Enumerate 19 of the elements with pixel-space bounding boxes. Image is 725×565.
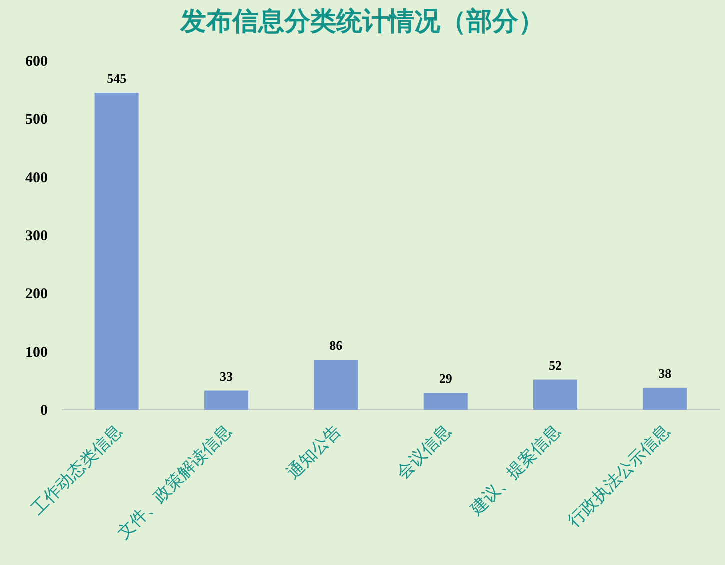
data-label: 29 bbox=[439, 371, 452, 386]
title: 发布信息分类统计情况（部分） bbox=[180, 7, 544, 37]
ytick: 100 bbox=[26, 344, 48, 361]
data-label: 52 bbox=[549, 358, 562, 373]
data-label: 33 bbox=[220, 368, 233, 384]
xtick: 会议信息 bbox=[393, 421, 456, 484]
ytick: 0 bbox=[40, 403, 48, 419]
xtick: 行政执法公示信息 bbox=[564, 421, 675, 532]
ytick: 500 bbox=[26, 112, 48, 128]
ytick: 200 bbox=[26, 286, 48, 303]
ytick: 600 bbox=[26, 54, 48, 70]
ytick: 300 bbox=[26, 228, 48, 244]
data-label: 38 bbox=[658, 366, 672, 381]
xtick: 工作动态类信息 bbox=[28, 421, 126, 520]
data-label: 86 bbox=[330, 338, 343, 353]
ytick: 400 bbox=[26, 170, 48, 186]
xtick: 通知公告 bbox=[283, 421, 346, 484]
xtick: 建议、提案信息 bbox=[466, 421, 566, 520]
data-label: 545 bbox=[107, 71, 127, 86]
